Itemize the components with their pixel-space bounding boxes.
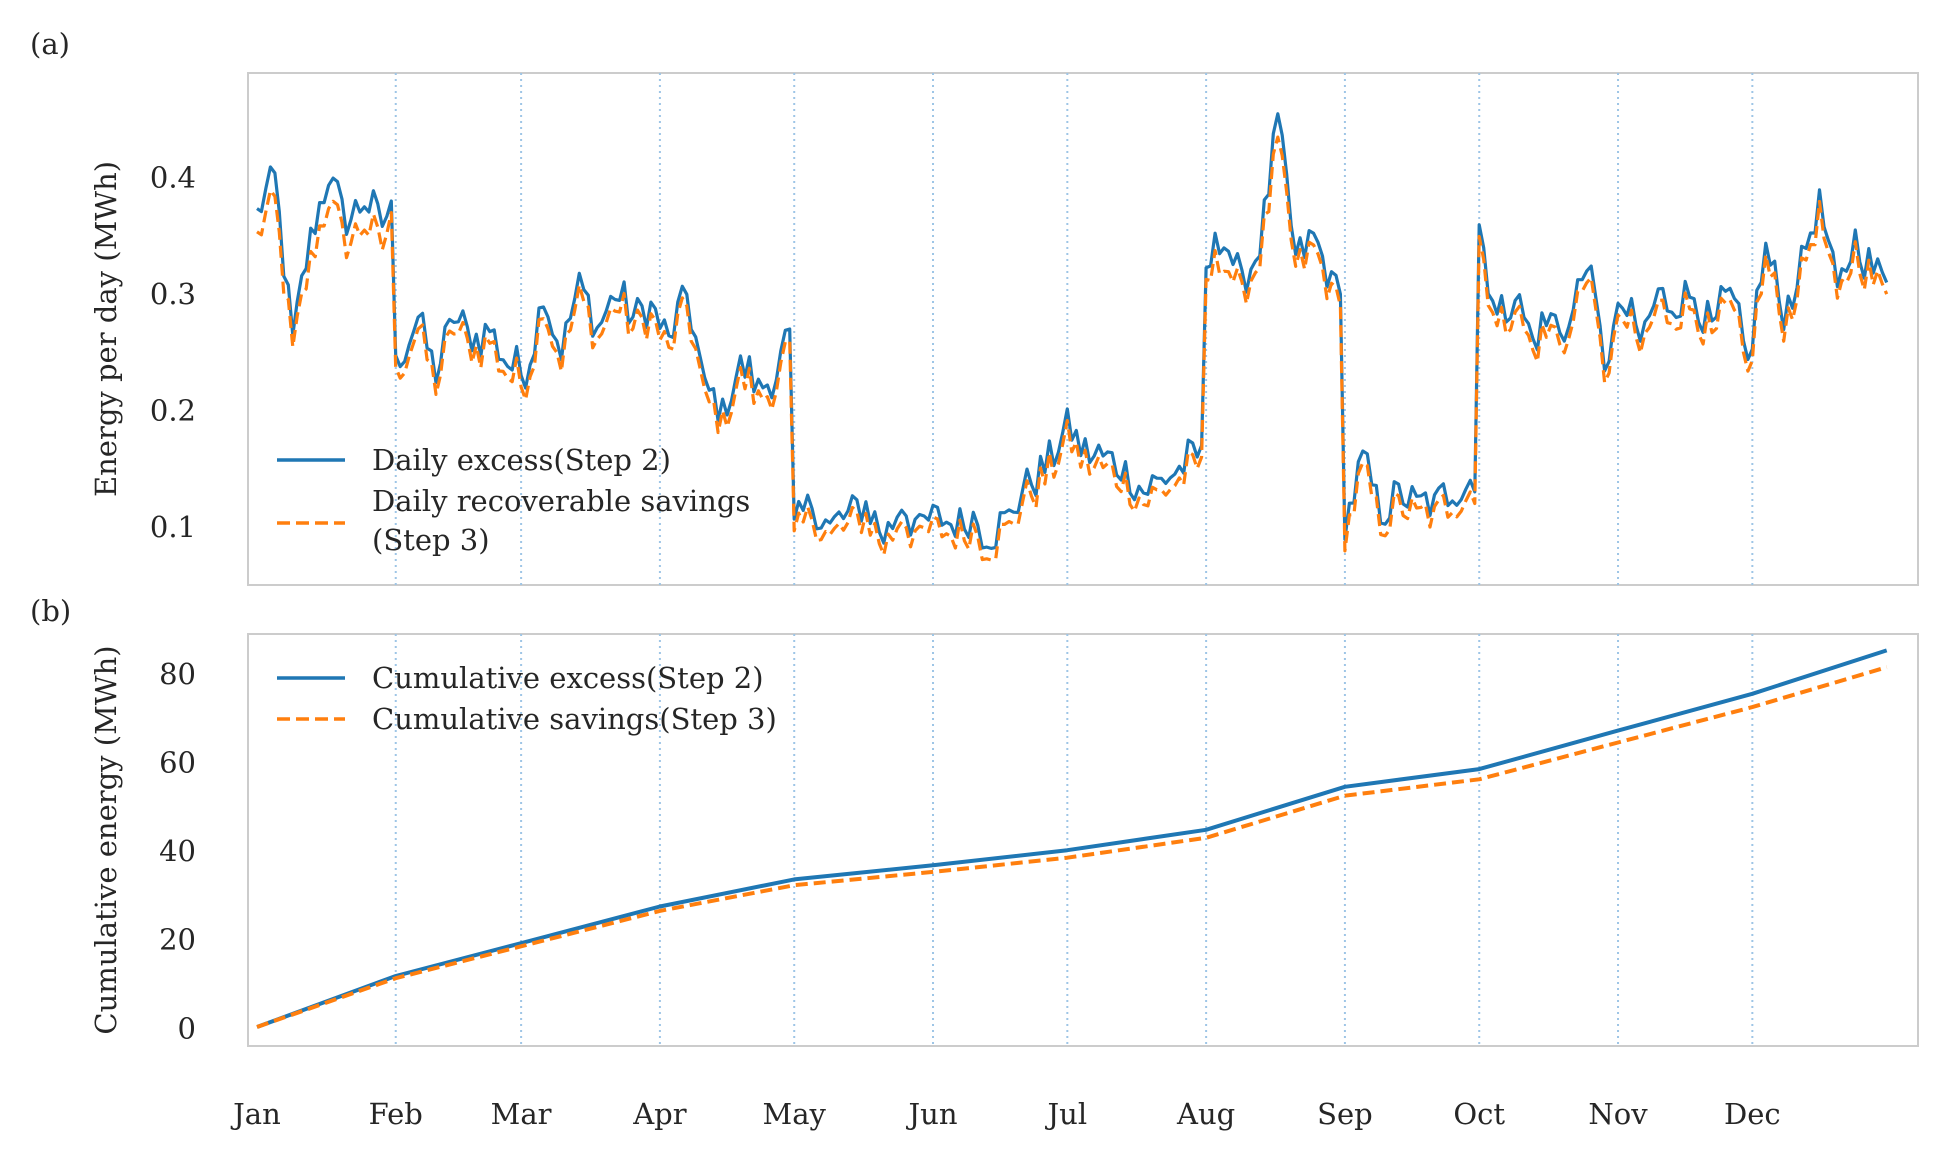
x-tick-label-nov: Nov (1588, 1097, 1648, 1131)
series-line-daily-excess (256, 112, 1889, 550)
legend-daily-savings-line1: Daily recoverable savings (372, 484, 750, 518)
panel-b-series (256, 648, 1888, 1029)
panel-b-y-tick-label: 0 (178, 1011, 196, 1045)
panel-a-y-tick-label: 0.3 (150, 277, 196, 311)
x-tick-label-dec: Dec (1724, 1097, 1781, 1131)
panel-b-y-ticks: 0 20 40 60 80 (159, 657, 196, 1045)
panel-b-y-tick-label: 20 (159, 923, 196, 957)
panel-b-y-tick-label: 40 (159, 834, 196, 868)
x-tick-label-jun: Jun (906, 1097, 958, 1131)
panel-a-legend: Daily excess(Step 2) Daily recoverable s… (277, 443, 750, 557)
panel-b-legend: Cumulative excess(Step 2) Cumulative sav… (277, 661, 777, 736)
panel-b-frame (247, 633, 1919, 1047)
panel-a-month-lines (394, 73, 1754, 585)
series-line-cumulative-savings (256, 665, 1888, 1029)
x-tick-label-may: May (763, 1097, 827, 1131)
panel-a-y-ticks: 0.1 0.2 0.3 0.4 (150, 161, 196, 544)
x-tick-label-feb: Feb (369, 1097, 423, 1131)
x-tick-label-sep: Sep (1317, 1097, 1373, 1131)
panel-b-ylabel: Cumulative energy (MWh) (89, 645, 123, 1034)
panel-a-frame (247, 72, 1919, 586)
legend-cumulative-savings: Cumulative savings(Step 3) (372, 702, 777, 736)
panel-a-y-tick-label: 0.4 (150, 161, 196, 195)
series-line-daily-savings (256, 135, 1889, 562)
panel-b: 0 20 40 60 80 Cumulative energy (MWh) Cumula… (89, 633, 1919, 1047)
x-axis-month-ticks: Jan Feb Mar Apr May Jun Jul Aug Sep Oct Nov Dec (230, 1097, 1781, 1131)
legend-daily-savings-line2: (Step 3) (372, 523, 490, 557)
legend-daily-excess: Daily excess(Step 2) (372, 443, 671, 477)
panel-a-series (256, 112, 1889, 562)
panel-b-y-tick-label: 80 (159, 657, 196, 691)
x-tick-label-aug: Aug (1176, 1097, 1235, 1131)
x-tick-label-jul: Jul (1045, 1097, 1088, 1131)
panel-a-y-tick-label: 0.1 (150, 510, 196, 544)
panel-b-label: (b) (30, 594, 71, 628)
x-tick-label-mar: Mar (491, 1097, 552, 1131)
panel-a-y-tick-label: 0.2 (150, 393, 196, 427)
x-tick-label-jan: Jan (230, 1097, 281, 1131)
panel-a: 0.1 0.2 0.3 0.4 Energy per day (MWh) Daily … (89, 72, 1919, 586)
series-line-cumulative-excess (256, 648, 1888, 1029)
x-tick-label-apr: Apr (632, 1097, 687, 1131)
panel-a-ylabel: Energy per day (MWh) (89, 161, 123, 497)
panel-a-label: (a) (30, 27, 70, 61)
legend-cumulative-excess: Cumulative excess(Step 2) (372, 661, 764, 695)
panel-b-y-tick-label: 60 (159, 745, 196, 779)
panel-b-month-lines (394, 634, 1754, 1046)
x-tick-label-oct: Oct (1453, 1097, 1505, 1131)
